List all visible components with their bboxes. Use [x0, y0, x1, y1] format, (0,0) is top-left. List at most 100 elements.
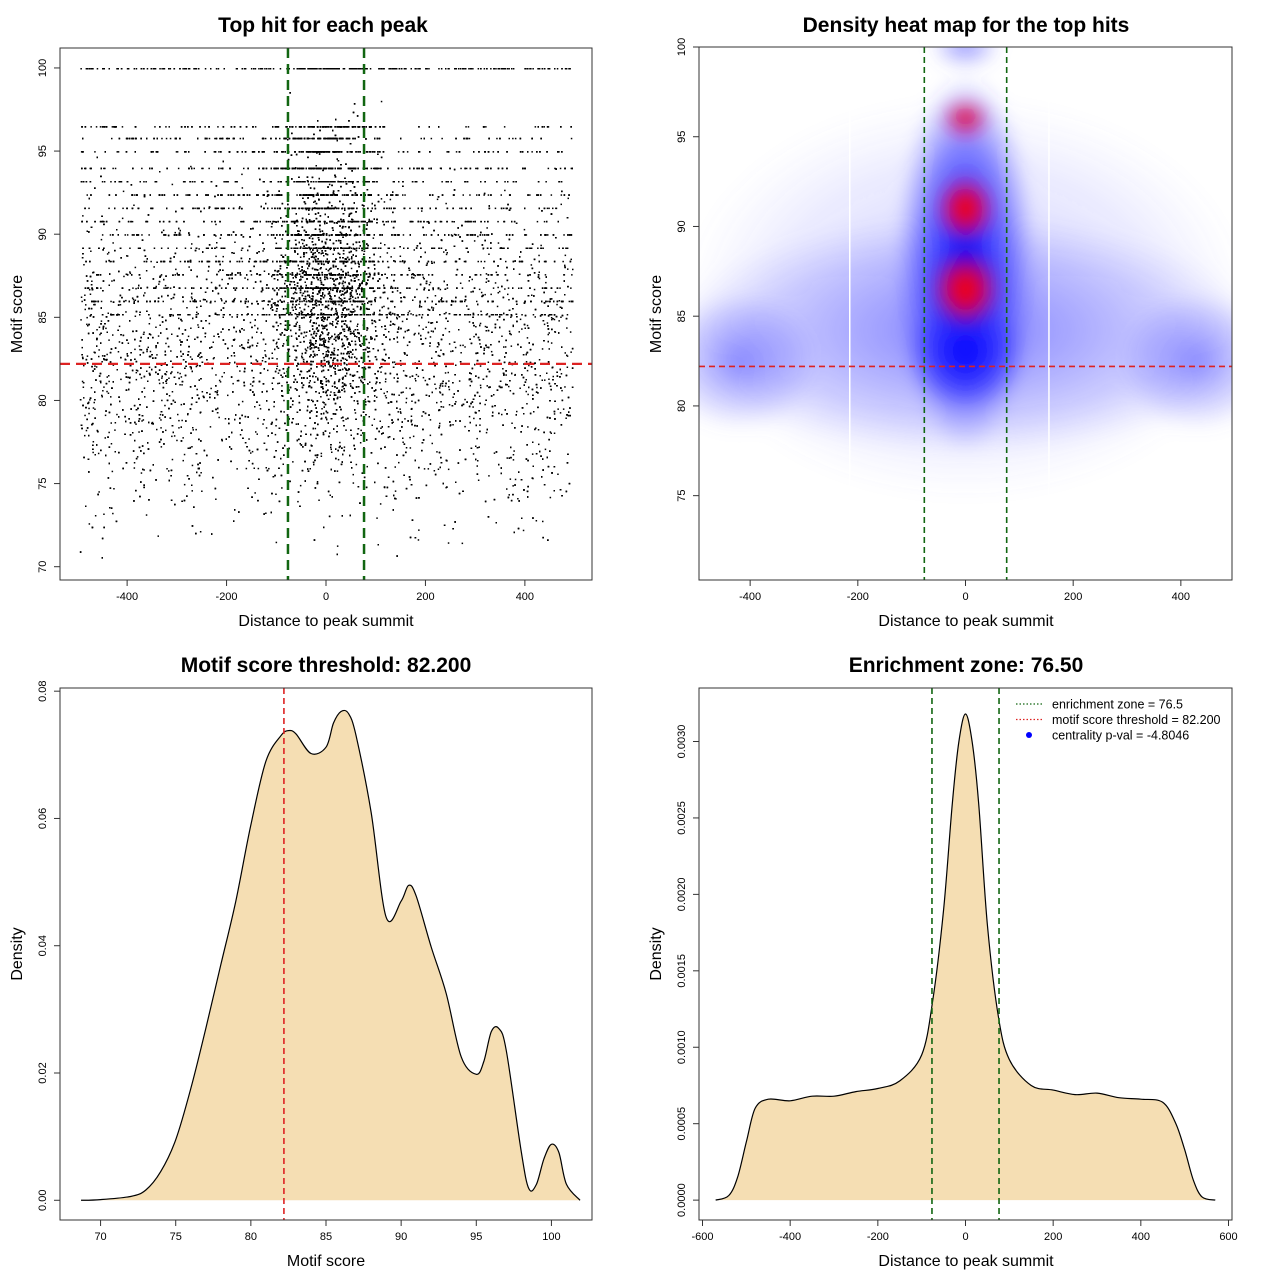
scatter-point — [150, 260, 152, 263]
scatter-point — [383, 305, 385, 308]
scatter-point — [543, 323, 546, 326]
scatter-point — [249, 321, 252, 324]
scatter-point — [360, 306, 362, 308]
scatter-point — [385, 397, 388, 399]
scatter-point — [415, 373, 418, 376]
scatter-point — [143, 387, 146, 389]
scatter-point — [136, 370, 139, 372]
scatter-point — [431, 442, 433, 445]
scatter-point — [451, 220, 453, 223]
scatter-point — [562, 260, 564, 263]
scatter-point — [195, 365, 198, 368]
scatter-point — [530, 264, 533, 266]
scatter-point — [118, 325, 121, 328]
scatter-point — [316, 456, 318, 459]
scatter-point — [292, 309, 294, 311]
scatter-point — [381, 326, 383, 328]
scatter-point — [171, 458, 174, 461]
scatter-point — [389, 401, 392, 403]
scatter-point — [429, 345, 431, 347]
scatter-point — [171, 391, 174, 393]
scatter-point — [240, 249, 243, 251]
scatter-point — [402, 370, 405, 372]
scatter-point — [385, 207, 388, 210]
scatter-point — [514, 374, 516, 376]
scatter-point — [393, 323, 396, 326]
scatter-point — [134, 194, 136, 196]
scatter-point — [394, 207, 396, 210]
scatter-point — [124, 234, 126, 236]
scatter-point — [399, 408, 401, 410]
scatter-point — [93, 303, 95, 306]
scatter-point — [353, 126, 355, 128]
scatter-point — [469, 384, 471, 387]
scatter-point — [112, 242, 114, 244]
scatter-point — [97, 452, 100, 455]
scatter-point — [548, 332, 550, 334]
scatter-point — [480, 310, 482, 313]
scatter-point — [145, 181, 147, 183]
scatter-point — [148, 234, 150, 236]
scatter-point — [570, 287, 572, 289]
scatter-point — [340, 417, 343, 419]
scatter-point — [418, 126, 420, 128]
scatter-point — [281, 385, 283, 387]
scatter-point — [389, 313, 391, 315]
scatter-point — [477, 235, 479, 238]
scatter-point — [315, 376, 317, 378]
scatter-point — [402, 234, 405, 236]
scatter-point — [448, 331, 451, 333]
scatter-point — [535, 520, 538, 522]
scatter-point — [217, 126, 219, 128]
scatter-point — [551, 318, 553, 321]
scatter-point — [284, 287, 286, 289]
scatter-point — [300, 207, 303, 210]
scatter-point — [176, 151, 179, 153]
scatter-point — [103, 386, 105, 388]
scatter-point — [519, 387, 521, 389]
scatter-point — [90, 387, 93, 389]
scatter-point — [484, 293, 486, 296]
scatter-point — [319, 287, 321, 289]
scatter-point — [253, 260, 256, 263]
scatter-point — [400, 364, 402, 366]
scatter-point — [118, 341, 121, 343]
scatter-point — [486, 313, 489, 315]
scatter-point — [153, 266, 155, 268]
scatter-point — [554, 167, 556, 170]
scatter-point — [455, 401, 457, 403]
scatter-point — [537, 429, 540, 431]
scatter-point — [243, 348, 246, 350]
scatter-point — [100, 320, 103, 322]
scatter-point — [254, 324, 256, 327]
scatter-point — [413, 277, 415, 279]
scatter-point — [558, 247, 560, 249]
scatter-point — [395, 498, 397, 500]
scatter-point — [103, 513, 105, 515]
scatter-point — [231, 274, 233, 276]
scatter-point — [394, 490, 397, 492]
scatter-point — [217, 207, 219, 210]
scatter-point — [296, 194, 298, 196]
scatter-point — [363, 303, 366, 305]
scatter-point — [119, 181, 122, 183]
scatter-point — [157, 535, 159, 537]
scatter-point — [478, 395, 481, 397]
scatter-point — [104, 437, 106, 439]
scatter-point — [424, 379, 427, 382]
scatter-point — [467, 126, 470, 128]
scatter-point — [234, 297, 236, 300]
scatter-point — [287, 350, 290, 352]
scatter-point — [207, 270, 210, 272]
scatter-point — [158, 283, 160, 285]
scatter-point — [507, 181, 509, 183]
scatter-point — [531, 453, 534, 455]
scatter-point — [215, 246, 218, 249]
scatter-point — [201, 167, 203, 170]
scatter-point — [526, 324, 529, 327]
scatter-point — [467, 314, 470, 316]
scatter-point — [444, 385, 447, 387]
scatter-point — [201, 391, 204, 393]
scatter-point — [100, 238, 103, 241]
scatter-point — [394, 363, 397, 365]
